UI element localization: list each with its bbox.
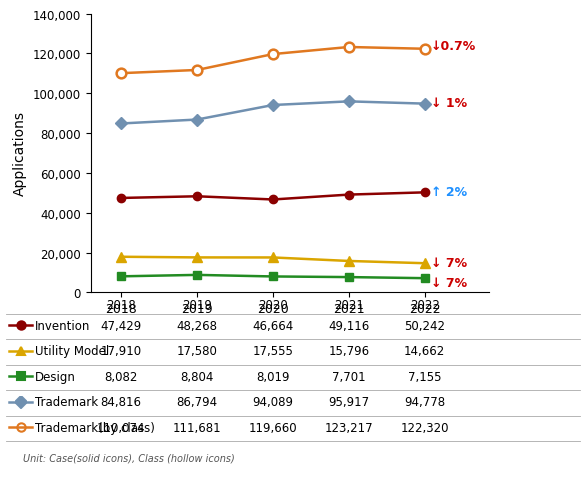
Text: 17,555: 17,555 [253,345,294,358]
Text: 17,580: 17,580 [176,345,217,358]
Y-axis label: Applications: Applications [13,111,28,196]
Text: Unit: Case(solid icons), Class (hollow icons): Unit: Case(solid icons), Class (hollow i… [23,452,235,462]
Text: 95,917: 95,917 [328,395,369,408]
Text: 86,794: 86,794 [176,395,217,408]
Text: 2022: 2022 [410,299,440,311]
Text: 46,664: 46,664 [253,319,294,332]
Text: 2019: 2019 [182,299,212,311]
Text: ↓ 7%: ↓ 7% [431,256,467,269]
Text: 84,816: 84,816 [101,395,142,408]
Text: 17,910: 17,910 [101,345,142,358]
Text: Trademark: Trademark [35,395,98,408]
Text: 7,155: 7,155 [408,370,441,383]
Text: 48,268: 48,268 [176,319,217,332]
Text: 110,074: 110,074 [97,421,145,434]
Text: 122,320: 122,320 [401,421,449,434]
Text: 119,660: 119,660 [248,421,297,434]
Text: 8,804: 8,804 [180,370,214,383]
Text: Trademark(by class): Trademark(by class) [35,421,155,434]
Text: 2020: 2020 [258,299,288,311]
Text: Utility Model: Utility Model [35,345,110,358]
Text: 111,681: 111,681 [173,421,222,434]
Text: ↓ 7%: ↓ 7% [431,276,467,289]
Text: 8,019: 8,019 [256,370,289,383]
Text: 123,217: 123,217 [325,421,373,434]
Text: 14,662: 14,662 [404,345,445,358]
Text: 50,242: 50,242 [404,319,445,332]
Text: Invention: Invention [35,319,90,332]
Text: 7,701: 7,701 [332,370,366,383]
Text: 94,778: 94,778 [404,395,445,408]
Text: 15,796: 15,796 [328,345,369,358]
Text: 8,082: 8,082 [104,370,138,383]
Text: ↓0.7%: ↓0.7% [431,40,476,53]
Text: 47,429: 47,429 [101,319,142,332]
Text: ↑ 2%: ↑ 2% [431,185,467,198]
Text: 2021: 2021 [334,299,364,311]
Text: 2018: 2018 [106,299,136,311]
Text: Design: Design [35,370,76,383]
Text: 49,116: 49,116 [328,319,370,332]
Text: 94,089: 94,089 [253,395,294,408]
Text: ↓ 1%: ↓ 1% [431,97,467,110]
